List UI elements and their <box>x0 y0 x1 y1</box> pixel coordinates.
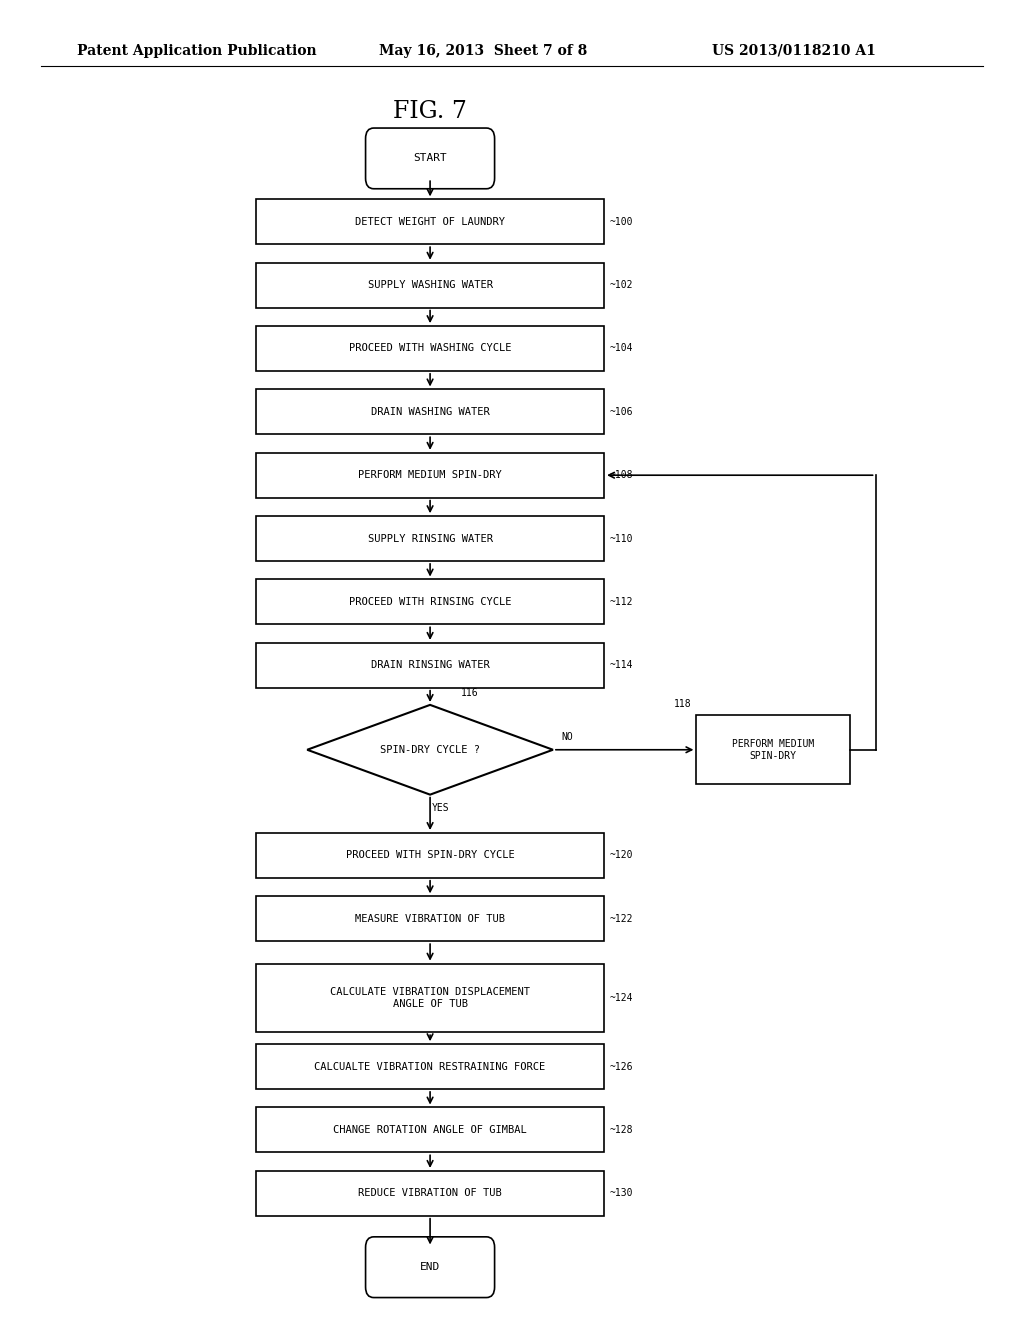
Text: PROCEED WITH WASHING CYCLE: PROCEED WITH WASHING CYCLE <box>349 343 511 354</box>
Bar <box>256 833 604 878</box>
Text: ~104: ~104 <box>609 343 633 354</box>
Text: ~102: ~102 <box>609 280 633 290</box>
Bar <box>256 1107 604 1152</box>
Text: ~110: ~110 <box>609 533 633 544</box>
Polygon shape <box>307 705 553 795</box>
Text: DRAIN RINSING WATER: DRAIN RINSING WATER <box>371 660 489 671</box>
Text: ~112: ~112 <box>609 597 633 607</box>
Bar <box>256 1044 604 1089</box>
Bar <box>256 326 604 371</box>
Text: ~122: ~122 <box>609 913 633 924</box>
Bar <box>256 579 604 624</box>
Bar <box>256 263 604 308</box>
Text: ~130: ~130 <box>609 1188 633 1199</box>
Text: ~100: ~100 <box>609 216 633 227</box>
Text: US 2013/0118210 A1: US 2013/0118210 A1 <box>712 44 876 58</box>
Text: ~120: ~120 <box>609 850 633 861</box>
FancyBboxPatch shape <box>366 128 495 189</box>
FancyBboxPatch shape <box>366 1237 495 1298</box>
Text: May 16, 2013  Sheet 7 of 8: May 16, 2013 Sheet 7 of 8 <box>379 44 587 58</box>
Text: ~114: ~114 <box>609 660 633 671</box>
Text: ~124: ~124 <box>609 993 633 1003</box>
Bar <box>256 1171 604 1216</box>
Text: 116: 116 <box>461 688 478 698</box>
Text: START: START <box>414 153 446 164</box>
Bar <box>256 453 604 498</box>
Text: ~126: ~126 <box>609 1061 633 1072</box>
Text: PERFORM MEDIUM SPIN-DRY: PERFORM MEDIUM SPIN-DRY <box>358 470 502 480</box>
Text: CALCULATE VIBRATION DISPLACEMENT
ANGLE OF TUB: CALCULATE VIBRATION DISPLACEMENT ANGLE O… <box>330 987 530 1008</box>
Text: 118: 118 <box>674 698 691 709</box>
Text: Patent Application Publication: Patent Application Publication <box>77 44 316 58</box>
Text: SPIN-DRY CYCLE ?: SPIN-DRY CYCLE ? <box>380 744 480 755</box>
Text: YES: YES <box>431 803 450 813</box>
Text: FIG. 7: FIG. 7 <box>393 100 467 123</box>
Bar <box>256 964 604 1032</box>
Text: PROCEED WITH SPIN-DRY CYCLE: PROCEED WITH SPIN-DRY CYCLE <box>346 850 514 861</box>
Text: SUPPLY WASHING WATER: SUPPLY WASHING WATER <box>368 280 493 290</box>
Bar <box>256 516 604 561</box>
Text: REDUCE VIBRATION OF TUB: REDUCE VIBRATION OF TUB <box>358 1188 502 1199</box>
Text: PROCEED WITH RINSING CYCLE: PROCEED WITH RINSING CYCLE <box>349 597 511 607</box>
Text: CHANGE ROTATION ANGLE OF GIMBAL: CHANGE ROTATION ANGLE OF GIMBAL <box>333 1125 527 1135</box>
Bar <box>256 643 604 688</box>
Text: MEASURE VIBRATION OF TUB: MEASURE VIBRATION OF TUB <box>355 913 505 924</box>
Text: CALCUALTE VIBRATION RESTRAINING FORCE: CALCUALTE VIBRATION RESTRAINING FORCE <box>314 1061 546 1072</box>
Text: ~128: ~128 <box>609 1125 633 1135</box>
Text: ~108: ~108 <box>609 470 633 480</box>
Bar <box>256 896 604 941</box>
Text: ~106: ~106 <box>609 407 633 417</box>
Text: END: END <box>420 1262 440 1272</box>
Bar <box>696 715 850 784</box>
Text: DRAIN WASHING WATER: DRAIN WASHING WATER <box>371 407 489 417</box>
Bar <box>256 389 604 434</box>
Text: SUPPLY RINSING WATER: SUPPLY RINSING WATER <box>368 533 493 544</box>
Text: NO: NO <box>561 731 572 742</box>
Bar <box>256 199 604 244</box>
Text: DETECT WEIGHT OF LAUNDRY: DETECT WEIGHT OF LAUNDRY <box>355 216 505 227</box>
Text: PERFORM MEDIUM
SPIN-DRY: PERFORM MEDIUM SPIN-DRY <box>732 739 814 760</box>
